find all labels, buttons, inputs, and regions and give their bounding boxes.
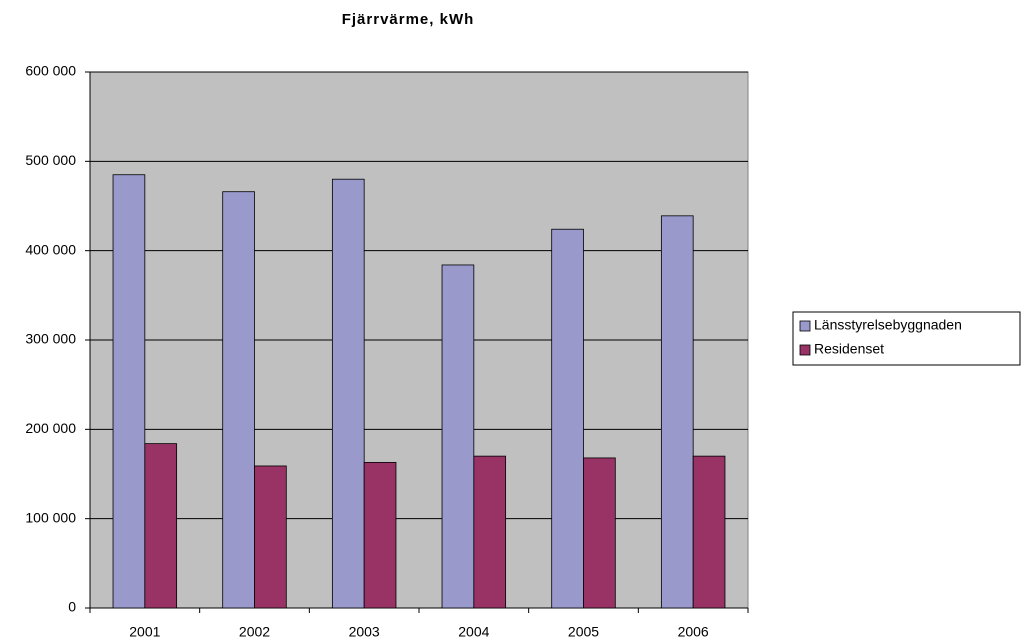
- legend-swatch: [799, 320, 811, 332]
- y-tick-label: 200 000: [25, 420, 76, 436]
- bar: [441, 264, 475, 609]
- chart-title: Fjärrvärme, kWh: [342, 11, 475, 28]
- bar: [692, 455, 726, 609]
- y-tick-label: 100 000: [25, 509, 76, 525]
- bar: [473, 455, 507, 609]
- x-tick-label: 2004: [458, 624, 489, 640]
- x-tick-label: 2003: [349, 624, 380, 640]
- bar: [331, 178, 365, 609]
- bar: [222, 191, 255, 609]
- x-tick-label: 2001: [129, 624, 160, 640]
- x-tick-label: 2002: [239, 624, 270, 640]
- legend-label: Länsstyrelsebyggnaden: [814, 317, 962, 333]
- x-tick-label: 2005: [568, 624, 599, 640]
- bar: [144, 443, 178, 609]
- legend-box: [792, 311, 1021, 366]
- legend-swatch: [799, 344, 811, 356]
- bar: [254, 465, 287, 609]
- x-tick-label: 2006: [678, 624, 709, 640]
- y-tick-label: 400 000: [25, 241, 76, 257]
- bar: [363, 461, 397, 609]
- bar: [583, 457, 616, 609]
- bar: [551, 228, 584, 609]
- bar: [660, 215, 694, 609]
- y-tick-label: 300 000: [25, 331, 76, 347]
- bar: [112, 174, 146, 609]
- legend-label: Residenset: [814, 341, 884, 357]
- y-tick-label: 500 000: [25, 152, 76, 168]
- y-tick-label: 600 000: [25, 63, 76, 79]
- y-tick-label: 0: [68, 599, 76, 615]
